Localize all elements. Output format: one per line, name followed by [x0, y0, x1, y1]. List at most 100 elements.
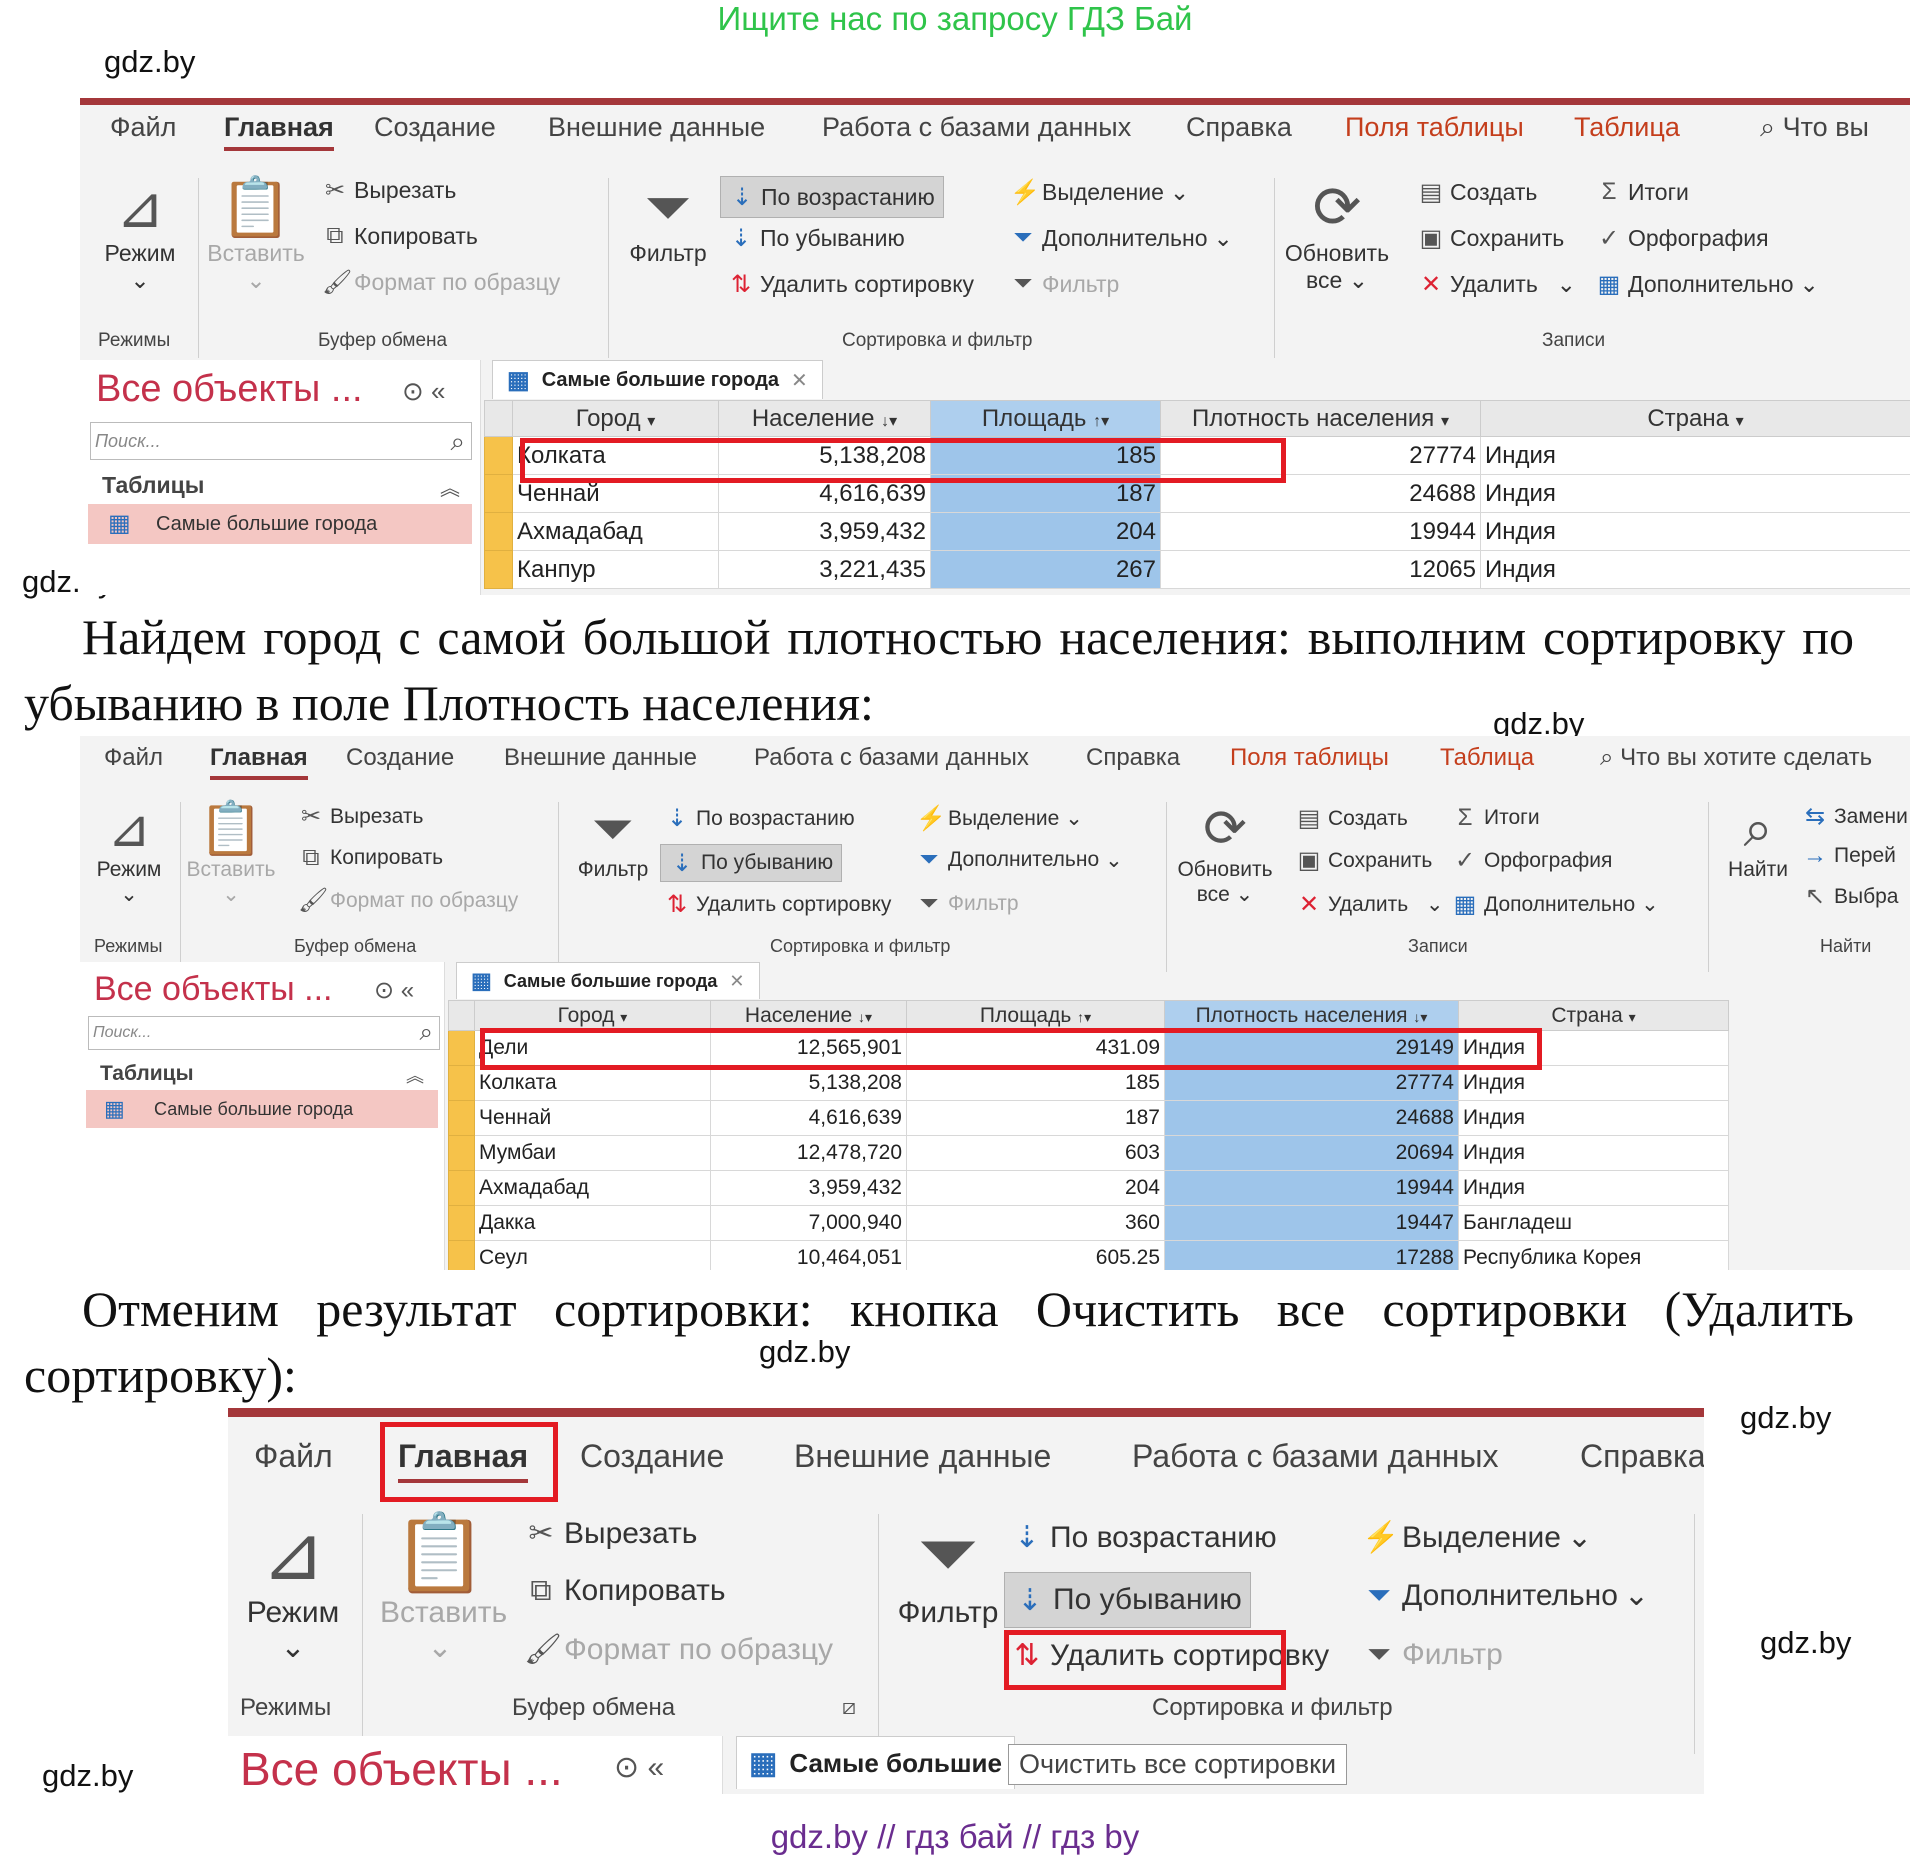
cell[interactable]: Республика Корея	[1458, 1240, 1729, 1270]
cell[interactable]: 187	[930, 474, 1161, 513]
table-row[interactable]: Дели 12,565,901 431.09 29149 Индия	[448, 1030, 1729, 1066]
cell[interactable]: 7,000,940	[710, 1205, 907, 1241]
nav-search-input[interactable]: Поиск... ⌕	[88, 1016, 440, 1050]
column-header[interactable]: Плотность населения ↓▾	[1164, 1000, 1459, 1031]
cell[interactable]: Сеул	[474, 1240, 711, 1270]
cell[interactable]: 204	[930, 512, 1161, 551]
close-icon[interactable]: ✕	[729, 970, 745, 991]
cell[interactable]: 431.09	[906, 1030, 1165, 1066]
tell-me[interactable]: ⌕ Что вы	[1760, 112, 1869, 144]
row-selector[interactable]	[484, 474, 513, 513]
sort-descending-button[interactable]: ⇣ По убыванию	[660, 844, 843, 882]
cell[interactable]: 187	[906, 1100, 1165, 1136]
cell[interactable]: 19944	[1160, 512, 1481, 551]
cell[interactable]: 27774	[1164, 1065, 1459, 1101]
close-icon[interactable]: ✕	[791, 369, 808, 392]
cell[interactable]: Индия	[1480, 436, 1910, 475]
paste-button[interactable]: 📋 Вставить ⌄	[380, 1512, 507, 1665]
tab-database-tools[interactable]: Работа с базами данных	[822, 112, 1132, 142]
collapse-icon[interactable]: ︽	[440, 478, 460, 500]
table-row[interactable]: Канпур 3,221,435 267 12065 Индия	[484, 550, 1910, 589]
advanced-filter-button[interactable]: ⏷ Дополнительно ⌄	[1010, 224, 1232, 252]
cell[interactable]: 267	[930, 550, 1161, 589]
table-row[interactable]: Ахмадабад 3,959,432 204 19944 Индия	[448, 1170, 1729, 1206]
tab-home[interactable]: Главная	[398, 1438, 529, 1483]
cell[interactable]: Колката	[512, 436, 719, 475]
nav-title[interactable]: Все объекты ...	[94, 970, 333, 1008]
cell[interactable]: 605.25	[906, 1240, 1165, 1270]
cell[interactable]: Бангладеш	[1458, 1205, 1729, 1241]
save-record-button[interactable]: ▣ Сохранить	[1418, 224, 1565, 253]
tab-external-data[interactable]: Внешние данные	[548, 112, 766, 142]
dropdown-icon[interactable]: ⊙ «	[614, 1751, 665, 1784]
cell[interactable]: Ченнай	[474, 1100, 711, 1136]
table-row[interactable]: Ахмадабад 3,959,432 204 19944 Индия	[484, 512, 1910, 551]
row-selector[interactable]	[448, 1030, 475, 1066]
row-selector[interactable]	[484, 512, 513, 551]
cell[interactable]: 17288	[1164, 1240, 1459, 1270]
more-records-button[interactable]: ▦ Дополнительно ⌄	[1596, 270, 1819, 299]
cell[interactable]: 29149	[1164, 1030, 1459, 1066]
tab-file[interactable]: Файл	[104, 744, 164, 771]
sort-ascending-button[interactable]: ⇣ По возрастанию	[664, 804, 855, 833]
cell[interactable]: 5,138,208	[710, 1065, 907, 1101]
cell[interactable]: 185	[906, 1065, 1165, 1101]
tab-home[interactable]: Главная	[224, 112, 334, 151]
new-record-button[interactable]: ▤ Создать	[1418, 178, 1538, 207]
cell[interactable]: Ахмадабад	[512, 512, 719, 551]
cell[interactable]: Ахмадабад	[474, 1170, 711, 1206]
refresh-all-button[interactable]: ⟳ Обновить все ⌄	[1170, 800, 1280, 907]
dialog-launcher-icon[interactable]: ⧄	[842, 1694, 856, 1719]
delete-record-button[interactable]: ✕ Удалить ⌄	[1418, 270, 1576, 299]
remove-sort-button[interactable]: ⇅ Удалить сортировку	[1010, 1638, 1329, 1673]
cell[interactable]: Дели	[474, 1030, 711, 1066]
filter-button[interactable]: ⏷ Фильтр	[620, 176, 716, 267]
column-header[interactable]: Страна ▾	[1458, 1000, 1729, 1031]
dropdown-icon[interactable]: ⊙ «	[402, 376, 446, 406]
tab-help[interactable]: Справка	[1580, 1438, 1704, 1474]
mode-button[interactable]: ⊿ Режим ⌄	[94, 176, 186, 294]
column-header[interactable]: Страна ▾	[1480, 400, 1910, 437]
cell[interactable]: Индия	[1458, 1030, 1729, 1066]
find-button[interactable]: ⌕ Найти	[1720, 800, 1796, 882]
cell[interactable]: Индия	[1480, 474, 1910, 513]
tab-table-fields[interactable]: Поля таблицы	[1230, 744, 1389, 771]
table-row[interactable]: Сеул 10,464,051 605.25 17288 Республика Коре…	[448, 1240, 1729, 1270]
cell[interactable]: 19447	[1164, 1205, 1459, 1241]
table-row[interactable]: Ченнай 4,616,639 187 24688 Индия	[448, 1100, 1729, 1136]
select-all-corner[interactable]	[448, 1000, 475, 1031]
tab-file[interactable]: Файл	[254, 1438, 333, 1474]
tab-create[interactable]: Создание	[346, 744, 455, 771]
dropdown-icon[interactable]: ⊙ «	[374, 977, 415, 1004]
sort-descending-button[interactable]: ⇣ По убыванию	[728, 224, 905, 253]
totals-button[interactable]: Σ Итоги	[1452, 804, 1540, 832]
document-tab[interactable]: ▦ Самые большие	[736, 1736, 1015, 1789]
row-selector[interactable]	[448, 1135, 475, 1171]
cell[interactable]: 12,478,720	[710, 1135, 907, 1171]
copy-button[interactable]: ⧉ Копировать	[298, 844, 443, 872]
tab-table[interactable]: Таблица	[1574, 112, 1680, 142]
cell[interactable]: Индия	[1480, 512, 1910, 551]
sort-descending-button[interactable]: ⇣ По убыванию	[1004, 1572, 1251, 1628]
tab-create[interactable]: Создание	[374, 112, 496, 142]
new-record-button[interactable]: ▤ Создать	[1296, 804, 1408, 833]
cell[interactable]: Индия	[1458, 1065, 1729, 1101]
filter-button[interactable]: ⏷ Фильтр	[892, 1512, 1004, 1630]
cell[interactable]: Колката	[474, 1065, 711, 1101]
format-painter-button[interactable]: 🖌 Формат по образцу	[322, 268, 560, 297]
nav-search-input[interactable]: Поиск... ⌕	[90, 422, 472, 460]
column-header[interactable]: Плотность населения ▾	[1160, 400, 1481, 437]
cell[interactable]: 10,464,051	[710, 1240, 907, 1270]
cell[interactable]: 19944	[1164, 1170, 1459, 1206]
advanced-filter-button[interactable]: ⏷ Дополнительно ⌄	[916, 846, 1122, 874]
tab-database-tools[interactable]: Работа с базами данных	[1132, 1438, 1499, 1474]
format-painter-button[interactable]: 🖌 Формат по образцу	[298, 886, 518, 915]
select-button[interactable]: ↖ Выбра	[1802, 882, 1899, 911]
column-header[interactable]: Город ▾	[474, 1000, 711, 1031]
document-tab[interactable]: ▦ Самые большие города ✕	[492, 360, 823, 399]
cell[interactable]: Дакка	[474, 1205, 711, 1241]
row-selector[interactable]	[484, 436, 513, 475]
format-painter-button[interactable]: 🖌 Формат по образцу	[524, 1632, 833, 1667]
column-header[interactable]: Население ↓▾	[710, 1000, 907, 1031]
cell[interactable]: Канпур	[512, 550, 719, 589]
